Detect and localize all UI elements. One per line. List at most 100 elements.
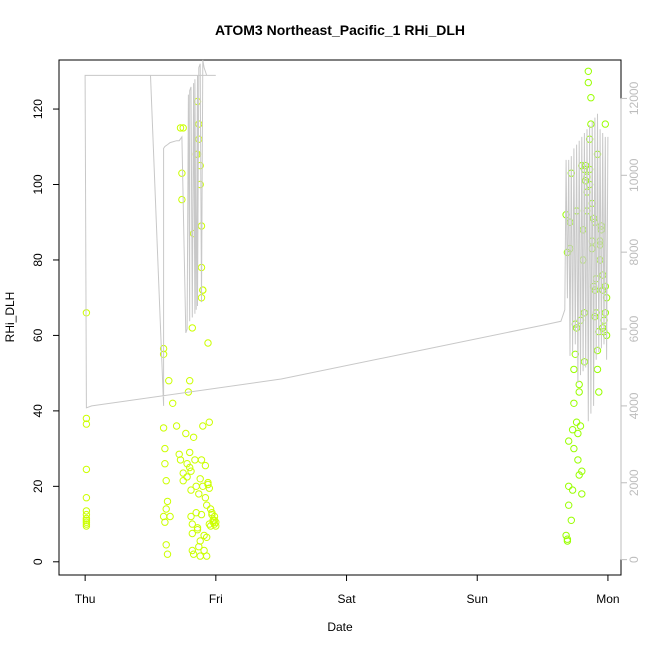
data-point	[199, 482, 207, 490]
data-point	[593, 365, 602, 374]
data-point	[601, 120, 609, 128]
data-point	[188, 529, 197, 538]
data-point	[162, 477, 170, 485]
y-axis-label: RHi_DLH	[3, 292, 17, 343]
data-point	[176, 124, 185, 132]
y-tick-label: 40	[31, 404, 45, 418]
data-point	[562, 531, 570, 540]
y-tick-label: 80	[31, 253, 45, 267]
data-point	[563, 537, 572, 545]
data-point	[162, 541, 170, 549]
data-point	[199, 286, 207, 294]
data-point	[196, 537, 204, 545]
data-point	[162, 505, 170, 513]
data-point	[587, 120, 595, 128]
data-point	[587, 94, 595, 102]
data-point	[161, 444, 169, 453]
data-point	[191, 456, 199, 464]
data-point	[593, 346, 602, 355]
data-point	[565, 482, 573, 490]
data-point	[193, 526, 202, 534]
y-tick-label: 120	[31, 99, 45, 119]
data-point	[575, 471, 583, 479]
data-point	[82, 494, 91, 502]
data-point	[201, 494, 210, 502]
data-point	[601, 309, 609, 317]
plot-frame	[58, 59, 622, 576]
data-point	[178, 169, 186, 177]
y-axis: 0 20 40 60 80 100 120	[31, 99, 60, 565]
data-point	[204, 480, 212, 489]
data-point	[565, 501, 573, 509]
data-point	[163, 550, 172, 558]
y2-tick-label: 6000	[627, 315, 641, 342]
data-point	[82, 465, 91, 474]
data-point	[82, 510, 91, 519]
data-point	[187, 486, 195, 494]
data-point	[176, 456, 185, 464]
data-point	[568, 426, 577, 434]
data-point	[189, 433, 198, 441]
data-point	[199, 422, 207, 430]
y2-tick-label: 0	[627, 556, 641, 563]
data-point	[208, 509, 216, 517]
data-point	[572, 418, 581, 426]
data-point	[192, 509, 200, 517]
data-point	[179, 469, 187, 477]
data-point	[204, 478, 212, 487]
data-point	[203, 552, 211, 560]
data-point	[580, 358, 589, 366]
data-point	[572, 324, 581, 332]
data-point	[206, 505, 215, 513]
x-tick-label: Thu	[75, 592, 96, 606]
data-point	[82, 522, 91, 530]
data-point	[188, 324, 197, 332]
data-point	[570, 399, 578, 407]
data-point	[595, 388, 603, 396]
data-point	[574, 456, 582, 464]
data-point	[201, 461, 210, 470]
data-point	[584, 67, 592, 76]
data-point	[212, 522, 220, 530]
data-point	[570, 365, 578, 374]
data-point	[205, 484, 214, 492]
data-point	[183, 473, 191, 481]
x-axis-label: Date	[327, 620, 353, 634]
data-point	[575, 380, 583, 389]
data-point	[210, 520, 219, 528]
data-point	[205, 520, 214, 528]
data-point	[189, 550, 198, 558]
y-tick-label: 60	[31, 328, 45, 342]
data-point	[578, 467, 586, 475]
data-point	[193, 524, 202, 532]
data-point	[584, 78, 592, 87]
data-point	[166, 512, 174, 521]
data-point	[195, 490, 203, 498]
data-point	[82, 514, 91, 523]
y-tick-label: 100	[31, 174, 45, 194]
data-point	[599, 324, 607, 332]
data-point	[567, 516, 575, 524]
data-point	[574, 429, 582, 438]
data-point	[582, 177, 590, 185]
data-point	[82, 414, 91, 423]
data-point	[578, 490, 586, 498]
y2-axis: 0 2000 4000 6000 8000 10000 12000	[620, 81, 641, 563]
y2-tick-label: 2000	[627, 469, 641, 496]
data-point	[161, 460, 169, 468]
data-point	[161, 518, 169, 526]
x-tick-label: Mon	[596, 592, 619, 606]
data-point	[204, 339, 212, 347]
data-point	[570, 444, 578, 453]
y-tick-label: 20	[31, 479, 45, 493]
y2-tick-label: 10000	[627, 158, 641, 192]
data-point	[192, 482, 200, 490]
data-point	[163, 497, 172, 506]
data-point	[203, 501, 211, 509]
data-point	[186, 463, 194, 472]
data-point	[576, 422, 585, 430]
data-point	[159, 424, 168, 432]
data-point	[179, 124, 187, 132]
data-point	[82, 520, 91, 528]
